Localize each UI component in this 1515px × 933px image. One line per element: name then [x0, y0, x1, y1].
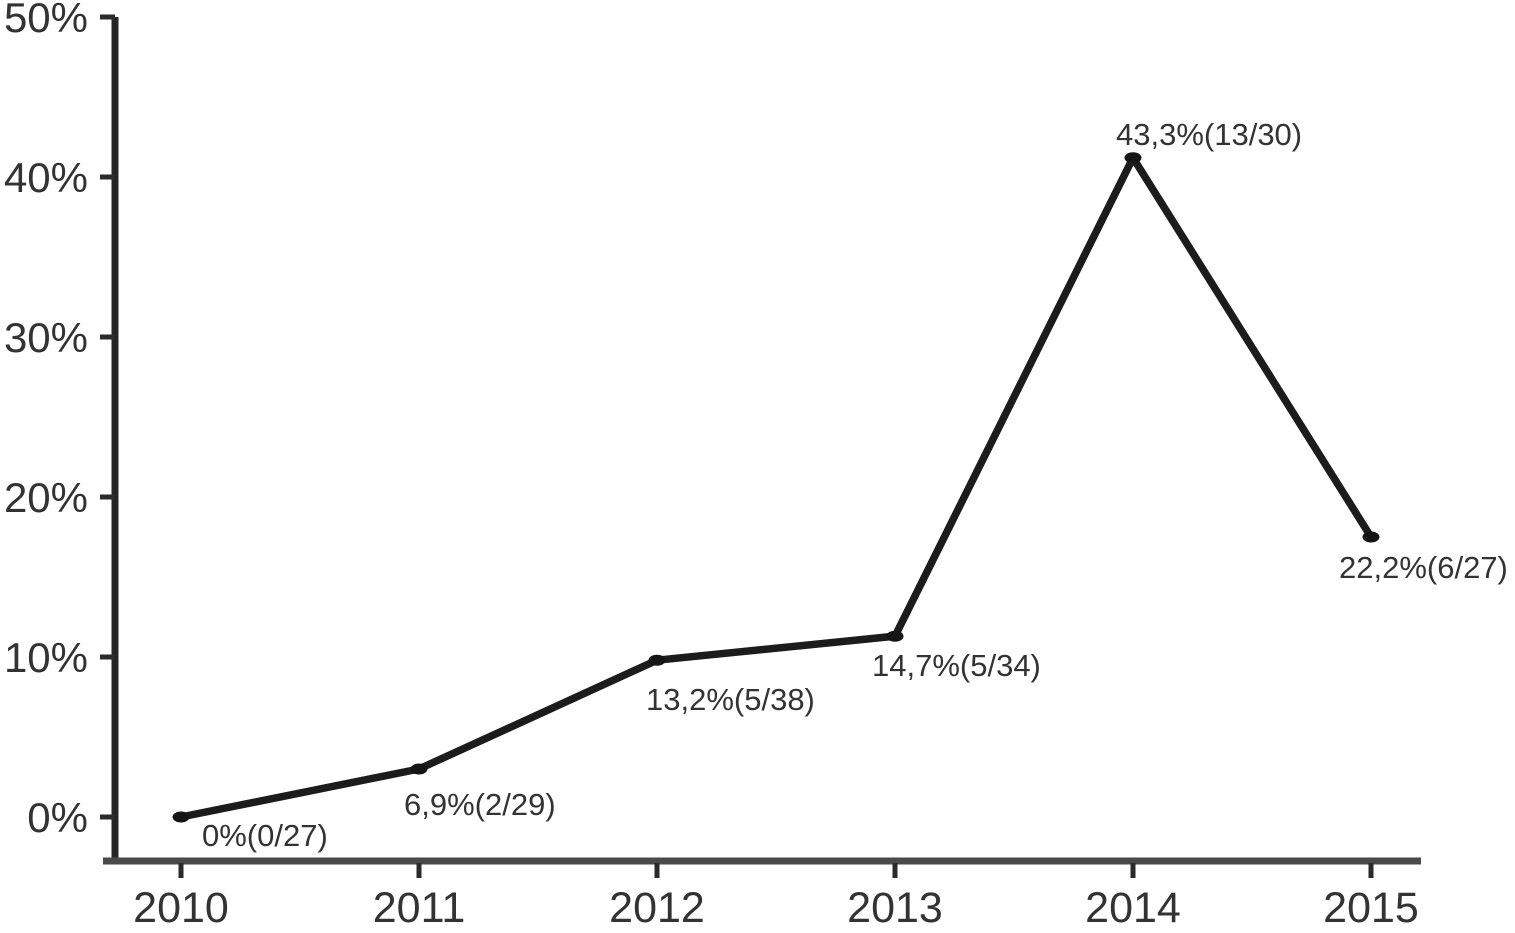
- data-label-2013: 14,7%(5/34): [872, 648, 1041, 683]
- y-tick-label-30%: 30%: [4, 314, 88, 361]
- y-tick-label-40%: 40%: [4, 154, 88, 201]
- data-label-2012: 13,2%(5/38): [646, 682, 815, 717]
- data-label-2010: 0%(0/27): [202, 818, 328, 853]
- data-label-2014: 43,3%(13/30): [1116, 117, 1302, 152]
- x-tick-label-2010: 2010: [133, 884, 229, 932]
- data-label-2011: 6,9%(2/29): [404, 787, 556, 822]
- x-tick-label-2013: 2013: [847, 884, 943, 932]
- x-tick-label-2012: 2012: [609, 884, 705, 932]
- data-point-2015: [1362, 531, 1380, 543]
- x-tick-label-2011: 2011: [373, 884, 465, 932]
- y-tick-label-10%: 10%: [4, 634, 88, 681]
- data-point-2013: [886, 630, 904, 642]
- x-tick-label-2014: 2014: [1085, 884, 1181, 932]
- data-point-2014: [1124, 152, 1142, 164]
- data-point-2011: [410, 763, 428, 775]
- data-label-2015: 22,2%(6/27): [1339, 550, 1508, 585]
- series-line: [177, 154, 1375, 821]
- y-tick-label-20%: 20%: [4, 474, 88, 521]
- data-point-2012: [648, 654, 666, 666]
- y-tick-label-0%: 0%: [27, 794, 88, 841]
- x-tick-label-2015: 2015: [1323, 884, 1419, 932]
- y-tick-label-50%: 50%: [4, 0, 88, 41]
- data-point-2010: [172, 811, 190, 823]
